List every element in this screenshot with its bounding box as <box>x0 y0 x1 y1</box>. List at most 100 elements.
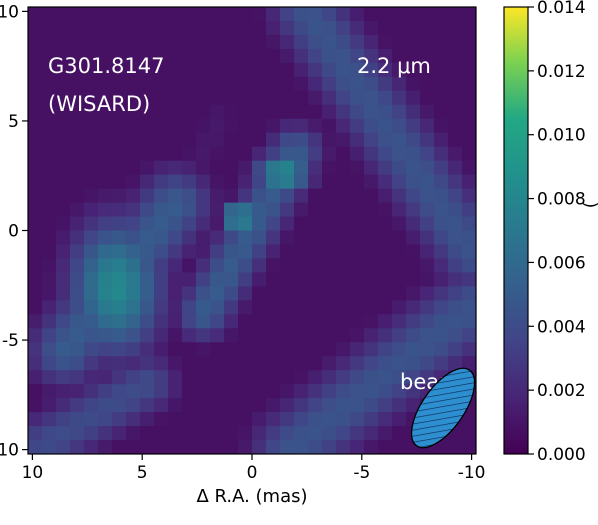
heatmap-pixel <box>364 342 379 357</box>
heatmap-pixel <box>308 20 323 36</box>
heatmap-pixel <box>28 62 43 78</box>
heatmap-pixel <box>364 174 379 190</box>
heatmap-pixel <box>126 426 141 441</box>
heatmap-pixel <box>196 314 211 329</box>
heatmap-pixel <box>112 7 127 22</box>
heatmap-pixel <box>224 426 239 441</box>
heatmap-pixel <box>56 426 71 441</box>
instrument-label: (WISARD) <box>48 92 150 116</box>
heatmap-pixel <box>154 104 169 120</box>
heatmap-pixel <box>98 160 113 176</box>
heatmap-pixel <box>70 440 85 454</box>
heatmap-pixel <box>126 7 141 22</box>
heatmap-pixel <box>448 90 463 106</box>
heatmap-pixel <box>252 300 267 315</box>
heatmap-pixel <box>294 272 309 287</box>
heatmap-pixel <box>392 146 407 162</box>
heatmap-pixel <box>238 104 253 120</box>
heatmap-pixel <box>350 20 365 36</box>
heatmap-pixel <box>350 76 365 92</box>
heatmap-pixel <box>210 216 225 232</box>
heatmap-pixel <box>294 48 309 64</box>
heatmap-pixel <box>392 90 407 106</box>
heatmap-pixel <box>252 104 267 120</box>
heatmap-pixel <box>224 258 239 274</box>
heatmap-pixel <box>252 314 267 329</box>
heatmap-pixel <box>112 244 127 260</box>
heatmap-pixel <box>112 76 127 92</box>
heatmap-pixel <box>322 188 337 204</box>
heatmap-pixel <box>70 328 85 343</box>
heatmap-pixel <box>28 300 43 315</box>
heatmap-pixel <box>154 160 169 176</box>
heatmap-pixel <box>168 132 183 148</box>
heatmap-pixel <box>252 20 267 36</box>
heatmap-pixel <box>252 398 267 413</box>
heatmap-pixel <box>168 356 183 371</box>
heatmap-pixel <box>462 230 476 246</box>
heatmap-pixel <box>322 174 337 190</box>
heatmap-pixel <box>56 272 71 287</box>
heatmap-pixel <box>182 300 197 315</box>
heatmap-pixel <box>336 300 351 315</box>
heatmap-pixel <box>28 146 43 162</box>
heatmap-pixel <box>98 384 113 399</box>
heatmap-pixel <box>42 356 57 371</box>
heatmap-pixel <box>364 384 379 399</box>
heatmap-pixel <box>336 314 351 329</box>
heatmap-pixel <box>140 300 155 315</box>
heatmap-pixel <box>98 398 113 413</box>
heatmap-pixel <box>84 426 99 441</box>
heatmap-pixel <box>140 258 155 274</box>
heatmap-pixel <box>280 370 295 385</box>
heatmap-pixel <box>238 258 253 274</box>
heatmap-pixel <box>322 34 337 50</box>
heatmap-pixel <box>322 384 337 399</box>
heatmap-pixel <box>154 314 169 329</box>
heatmap-pixel <box>224 104 239 120</box>
heatmap-pixel <box>56 20 71 36</box>
heatmap-pixel <box>224 188 239 204</box>
heatmap-pixel <box>350 230 365 246</box>
heatmap-pixel <box>182 244 197 260</box>
heatmap-pixel <box>98 328 113 343</box>
heatmap-pixel <box>266 370 281 385</box>
heatmap-pixel <box>434 300 449 315</box>
heatmap-pixel <box>266 48 281 64</box>
heatmap-pixel <box>420 132 435 148</box>
heatmap-pixel <box>266 146 281 162</box>
heatmap-pixel <box>112 202 127 218</box>
heatmap-pixel <box>140 174 155 190</box>
heatmap-pixel <box>392 286 407 301</box>
heatmap-pixel <box>112 412 127 427</box>
y-axis: 10 5 0 -5 -10 <box>0 2 28 461</box>
heatmap-pixel <box>168 216 183 232</box>
heatmap-pixel <box>70 48 85 64</box>
heatmap-pixel <box>294 90 309 106</box>
heatmap-pixel <box>210 230 225 246</box>
heatmap-pixel <box>112 132 127 148</box>
heatmap-pixel <box>434 356 449 371</box>
heatmap-pixel <box>434 174 449 190</box>
heatmap-pixel <box>210 62 225 78</box>
heatmap-pixel <box>294 118 309 134</box>
heatmap-pixel <box>280 160 295 176</box>
heatmap-pixel <box>308 118 323 134</box>
heatmap-pixel <box>56 160 71 176</box>
heatmap-pixel <box>364 286 379 301</box>
heatmap-pixel <box>98 132 113 148</box>
heatmap-pixel <box>154 398 169 413</box>
heatmap-pixel <box>28 398 43 413</box>
heatmap-pixel <box>196 90 211 106</box>
heatmap-pixel <box>70 342 85 357</box>
heatmap-pixel <box>294 258 309 274</box>
heatmap-pixel <box>448 146 463 162</box>
heatmap-pixel <box>308 370 323 385</box>
heatmap-pixel <box>28 118 43 134</box>
y-tick-label: 10 <box>0 2 19 22</box>
heatmap-pixel <box>84 20 99 36</box>
heatmap-pixel <box>112 90 127 106</box>
heatmap-pixel <box>434 48 449 64</box>
heatmap-pixel <box>350 440 365 454</box>
heatmap-pixel <box>364 426 379 441</box>
